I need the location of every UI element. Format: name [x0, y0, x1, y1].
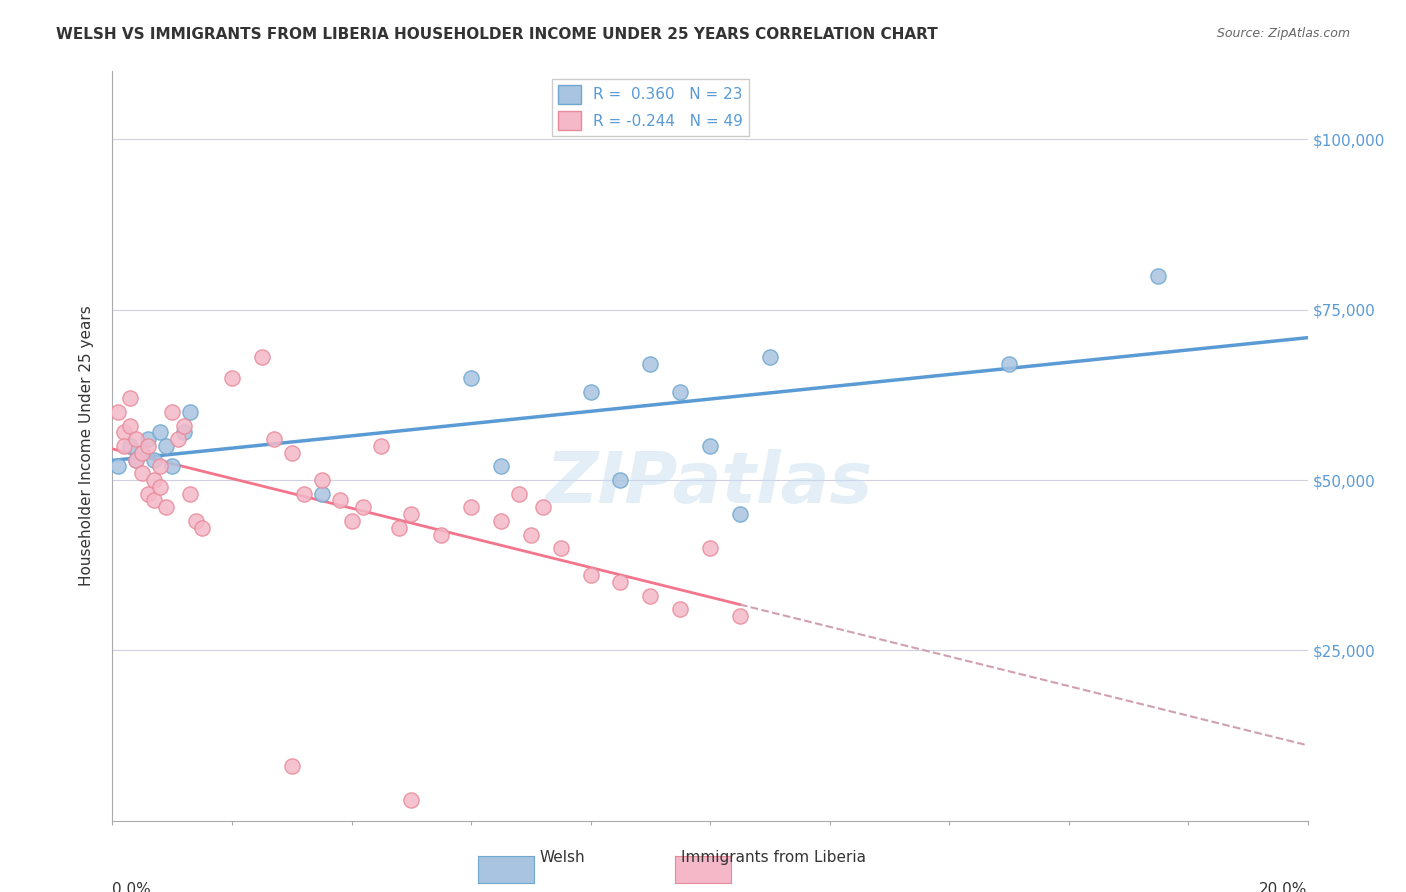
- Point: [263, 432, 285, 446]
- Point: [179, 405, 201, 419]
- Point: [162, 459, 183, 474]
- Point: [221, 371, 243, 385]
- Point: [311, 473, 333, 487]
- Point: [281, 446, 304, 460]
- Point: [107, 405, 129, 419]
- Text: Immigrants from Liberia: Immigrants from Liberia: [681, 850, 866, 865]
- Point: [998, 357, 1021, 371]
- Point: [149, 459, 172, 474]
- Point: [155, 500, 177, 515]
- Point: [388, 521, 411, 535]
- Point: [138, 432, 160, 446]
- Point: [149, 425, 172, 440]
- Point: [759, 351, 782, 365]
- Point: [114, 439, 135, 453]
- Point: [131, 446, 153, 460]
- Point: [173, 418, 195, 433]
- Point: [579, 384, 602, 399]
- Point: [120, 439, 142, 453]
- Point: [353, 500, 375, 515]
- Point: [640, 357, 662, 371]
- Point: [460, 500, 482, 515]
- Point: [579, 568, 602, 582]
- Point: [401, 507, 423, 521]
- Point: [520, 527, 543, 541]
- Point: [167, 432, 190, 446]
- Point: [155, 439, 177, 453]
- Point: [173, 425, 195, 440]
- Point: [281, 759, 304, 773]
- Point: [125, 432, 148, 446]
- Point: [311, 486, 333, 500]
- Y-axis label: Householder Income Under 25 years: Householder Income Under 25 years: [79, 306, 94, 586]
- Point: [120, 392, 142, 406]
- Point: [114, 425, 135, 440]
- Point: [430, 527, 453, 541]
- Point: [609, 473, 631, 487]
- Point: [138, 439, 160, 453]
- Text: Welsh: Welsh: [540, 850, 585, 865]
- Point: [162, 405, 183, 419]
- Point: [143, 493, 166, 508]
- Point: [728, 609, 751, 624]
- Point: [531, 500, 554, 515]
- Point: [370, 439, 392, 453]
- Point: [489, 459, 512, 474]
- Point: [640, 589, 662, 603]
- Point: [138, 486, 160, 500]
- Point: [186, 514, 208, 528]
- Point: [131, 467, 153, 481]
- Point: [125, 452, 148, 467]
- Point: [179, 486, 201, 500]
- Point: [728, 507, 751, 521]
- Point: [107, 459, 129, 474]
- Point: [669, 384, 692, 399]
- Point: [191, 521, 214, 535]
- Point: [143, 473, 166, 487]
- Point: [340, 514, 363, 528]
- Point: [508, 486, 530, 500]
- Point: [292, 486, 315, 500]
- Point: [460, 371, 482, 385]
- Point: [669, 602, 692, 616]
- Text: 20.0%: 20.0%: [1260, 882, 1308, 892]
- Point: [143, 452, 166, 467]
- Point: [131, 446, 153, 460]
- Point: [609, 575, 631, 590]
- Point: [1147, 268, 1170, 283]
- Point: [489, 514, 512, 528]
- Text: WELSH VS IMMIGRANTS FROM LIBERIA HOUSEHOLDER INCOME UNDER 25 YEARS CORRELATION C: WELSH VS IMMIGRANTS FROM LIBERIA HOUSEHO…: [56, 27, 938, 42]
- Point: [329, 493, 352, 508]
- Text: ZIPatlas: ZIPatlas: [547, 449, 873, 518]
- Text: 0.0%: 0.0%: [112, 882, 152, 892]
- Point: [250, 351, 273, 365]
- Point: [699, 541, 721, 556]
- Point: [149, 480, 172, 494]
- Point: [550, 541, 572, 556]
- Point: [125, 452, 148, 467]
- Legend: R =  0.360   N = 23, R = -0.244   N = 49: R = 0.360 N = 23, R = -0.244 N = 49: [551, 79, 749, 136]
- Point: [120, 418, 142, 433]
- Point: [699, 439, 721, 453]
- Text: Source: ZipAtlas.com: Source: ZipAtlas.com: [1216, 27, 1350, 40]
- Point: [401, 793, 423, 807]
